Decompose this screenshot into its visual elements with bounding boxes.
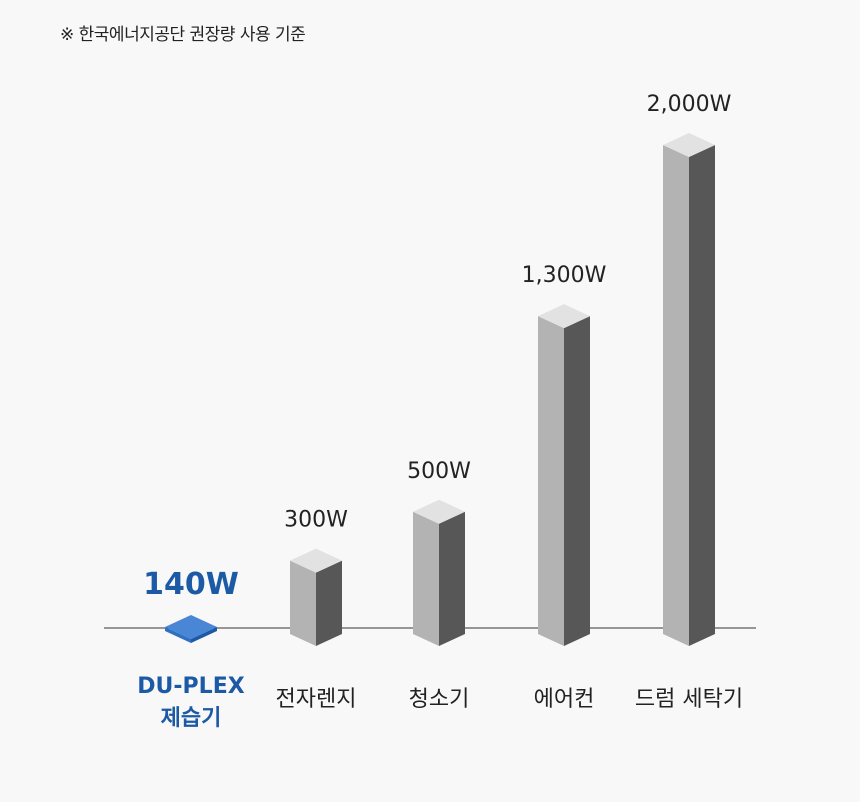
category-label-1: 전자렌지	[276, 687, 357, 712]
category-label-0-line1: 제습기	[161, 706, 222, 731]
bar-front-4	[663, 145, 689, 646]
bar-front-3	[538, 316, 564, 646]
value-label-3: 1,300W	[522, 263, 607, 288]
bar-top-4	[663, 133, 715, 157]
bar-duplex-side	[191, 627, 217, 643]
value-label-0: 140W	[143, 567, 239, 602]
bar-top-2	[413, 499, 465, 524]
bar-side-3	[564, 316, 590, 646]
bar-front-1	[290, 560, 316, 646]
bar-front-2	[413, 511, 439, 646]
bar-top-3	[538, 304, 590, 329]
category-label-2: 청소기	[409, 687, 470, 712]
bar-side-2	[439, 511, 465, 646]
value-label-2: 500W	[407, 459, 471, 484]
category-label-4: 드럼 세탁기	[635, 687, 743, 712]
category-label-3: 에어컨	[534, 687, 595, 712]
bar-duplex-front	[165, 627, 191, 643]
footnote: ※ 한국에너지공단 권장량 사용 기준	[60, 25, 306, 45]
bar-side-1	[316, 560, 342, 646]
value-label-1: 300W	[284, 508, 348, 533]
category-label-0-line0: DU-PLEX	[137, 674, 244, 699]
bar-duplex-top	[165, 615, 217, 639]
value-label-4: 2,000W	[647, 92, 732, 117]
bar-side-4	[689, 145, 715, 646]
bar-top-1	[290, 548, 342, 573]
